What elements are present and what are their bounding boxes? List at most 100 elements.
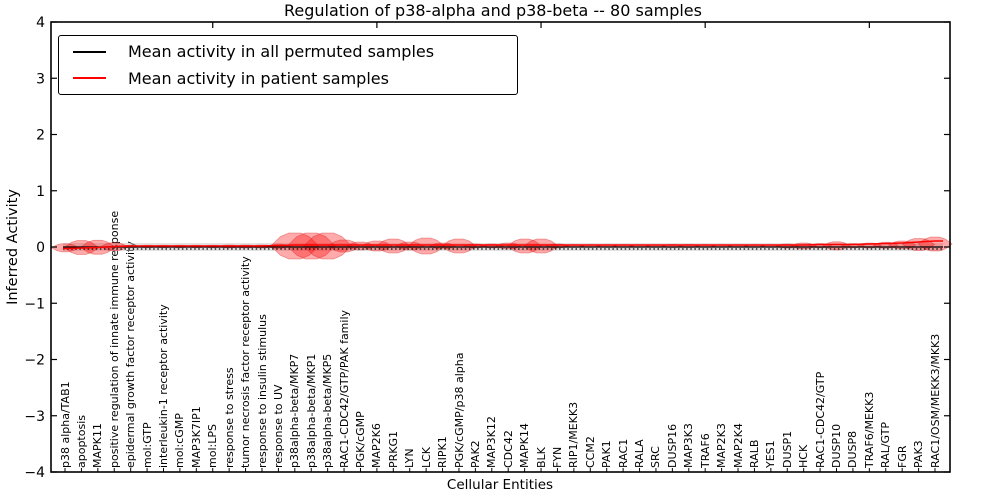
x-tick-label: epidermal growth factor receptor activit… <box>124 241 138 468</box>
violin <box>774 243 800 249</box>
y-tick-label: 0 <box>36 240 45 256</box>
x-tick-label: MAP3K3 <box>682 423 696 468</box>
x-tick-label: PGK/cGMP/p38 alpha <box>452 352 466 468</box>
violin <box>840 243 866 249</box>
violin <box>361 240 393 252</box>
violin <box>760 244 782 248</box>
violin <box>727 244 749 248</box>
y-tick-label: 3 <box>36 71 45 87</box>
violin <box>872 241 900 249</box>
violin <box>629 244 650 248</box>
legend-label-patient: Mean activity in patient samples <box>128 68 389 88</box>
x-tick-label: p38 alpha/TAB1 <box>58 381 72 468</box>
x-tick-label: RAC1 <box>616 438 630 468</box>
violin <box>917 236 953 252</box>
y-tick-label: 1 <box>36 184 45 200</box>
x-tick-label: RIP1/MEKK3 <box>567 401 581 468</box>
x-tick-label: MAPK11 <box>91 423 105 468</box>
violin <box>346 241 375 251</box>
x-axis-label: Cellular Entities <box>446 477 554 493</box>
x-tick-label: MAP3K7IP1 <box>189 406 203 468</box>
violin <box>251 244 273 249</box>
x-tick-label: mol:GTP <box>140 422 154 468</box>
violin <box>694 244 716 248</box>
x-tick-label: tumor necrosis factor receptor activity <box>239 256 253 468</box>
violin <box>462 243 489 249</box>
x-tick-label: apoptosis <box>74 415 88 468</box>
violin <box>596 244 618 248</box>
x-tick-label: p38alpha-beta/MKP5 <box>321 353 335 468</box>
violin <box>153 244 174 249</box>
violin <box>856 242 883 249</box>
violin <box>407 237 445 255</box>
x-tick-label: TRAF6/MEKK3 <box>862 391 876 468</box>
x-tick-label: DUSP10 <box>830 423 843 468</box>
x-tick-label: CCM2 <box>583 436 597 468</box>
violin <box>494 242 522 250</box>
violin <box>563 244 585 248</box>
violin <box>677 244 700 248</box>
x-tick-label: FYN <box>551 446 564 468</box>
violin <box>265 243 292 249</box>
x-tick-label: MAPK14 <box>518 423 532 468</box>
x-tick-label: CDC42 <box>501 430 515 468</box>
x-tick-label: PAK1 <box>600 440 614 468</box>
x-tick-label: response to stress <box>222 367 236 468</box>
x-tick-label: DUSP1 <box>780 430 794 468</box>
y-tick-label: −1 <box>24 296 45 312</box>
x-tick-label: MAP2K3 <box>715 423 729 468</box>
violin <box>544 243 571 249</box>
violin <box>327 239 361 253</box>
x-tick-label: positive regulation of innate immune res… <box>107 210 121 468</box>
violin <box>887 240 917 250</box>
legend-row-patient: Mean activity in patient samples <box>59 65 517 91</box>
violin <box>661 244 684 248</box>
x-tick-label: PGK/cGMP <box>354 411 367 468</box>
x-tick-label: interleukin-1 receptor activity <box>157 304 170 468</box>
violin <box>375 238 411 254</box>
x-tick-label: PAK3 <box>912 440 926 468</box>
x-tick-label: LCK <box>419 446 433 468</box>
violin <box>136 244 158 249</box>
violin <box>901 238 936 251</box>
violin <box>169 244 191 249</box>
x-tick-label: PRKG1 <box>386 430 400 468</box>
violin <box>612 244 634 248</box>
x-tick-label: SRC <box>649 446 663 468</box>
x-tick-label: RAL/GTP <box>879 421 893 468</box>
violin <box>63 240 100 255</box>
x-tick-label: BLK <box>534 447 548 468</box>
legend-label-permuted: Mean activity in all permuted samples <box>128 42 435 62</box>
permuted-band <box>63 243 943 251</box>
y-tick-label: −3 <box>24 409 45 425</box>
x-tick-label: YES1 <box>764 440 778 468</box>
violin <box>303 232 353 260</box>
violin <box>711 244 733 248</box>
x-tick-label: RAC1-CDC42/GTP <box>813 371 827 468</box>
x-tick-label: RIPK1 <box>436 436 449 468</box>
violin <box>286 232 336 260</box>
violin <box>270 232 320 260</box>
violin <box>429 242 457 250</box>
x-tick-label: TRAF6 <box>698 433 712 468</box>
x-tick-label: FGR <box>895 445 909 469</box>
y-tick-label: −2 <box>24 353 45 369</box>
legend: Mean activity in all permuted samples Me… <box>58 35 518 95</box>
violin <box>441 238 477 254</box>
x-tick-label: PAK2 <box>468 440 482 468</box>
violin <box>790 242 818 250</box>
x-tick-label: RAC1/OSM/MEKK3/MKK3 <box>928 333 942 468</box>
violin <box>185 244 207 249</box>
x-tick-label: MAP2K4 <box>731 423 745 468</box>
violin <box>744 244 765 248</box>
x-tick-label: DUSP16 <box>665 423 679 468</box>
x-tick-label: RAC1-CDC42/GTP/PAK family <box>337 309 351 468</box>
x-tick-label: p38alpha-beta/MKP7 <box>288 353 302 468</box>
violin <box>202 244 224 249</box>
violin <box>479 243 505 249</box>
x-tick-label: MAP2K6 <box>370 423 384 468</box>
violin <box>523 238 559 254</box>
chart-title: Regulation of p38-alpha and p38-beta -- … <box>284 1 702 20</box>
violin <box>645 244 667 248</box>
